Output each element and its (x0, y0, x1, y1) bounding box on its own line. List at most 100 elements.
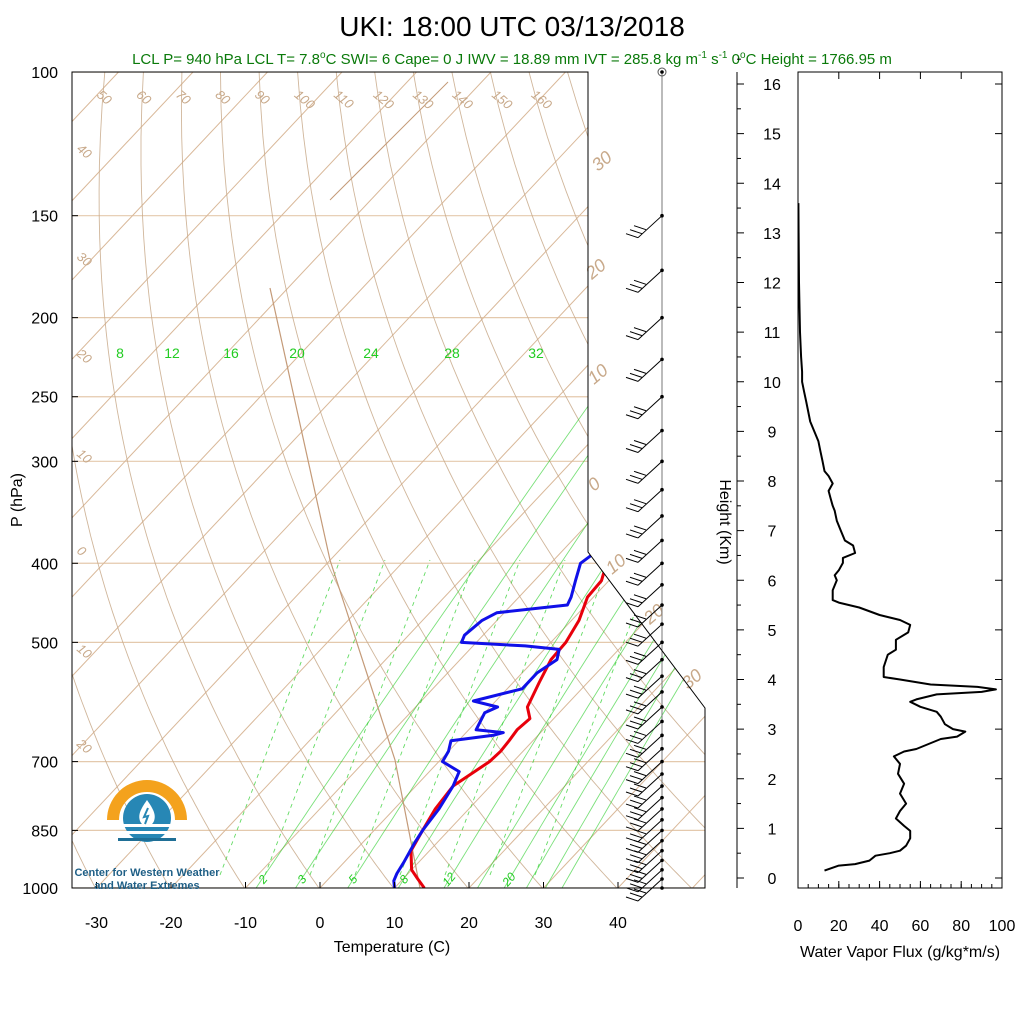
wind-barb-flag (629, 529, 643, 535)
wind-barb-flag (633, 669, 647, 675)
flux-x-tick-label: 20 (830, 918, 848, 935)
skewt-profiles (392, 214, 705, 888)
wind-barb-flag (633, 716, 647, 722)
wind-barb-shaft (637, 734, 663, 758)
wind-barb-flag (629, 811, 643, 817)
wind-barb-flag (629, 873, 643, 879)
dry-adiabat-line (567, 72, 705, 888)
wind-barb-flag (625, 376, 639, 382)
dry-adiabat-line (992, 72, 1024, 905)
mixing-ratio-label: 16 (223, 345, 239, 361)
wind-barb-flag (629, 444, 643, 449)
dry-adiabat-label: 120 (371, 87, 398, 113)
x-tick-label: 30 (535, 915, 553, 932)
wind-barb-flag (633, 279, 647, 285)
height-tick-label: 0 (768, 871, 777, 888)
wind-barb-flag (629, 720, 643, 726)
wind-barb-flag (633, 470, 647, 476)
x-tick-label: 20 (460, 915, 478, 932)
wind-barb-flag (625, 478, 639, 484)
wind-barb-flag (629, 705, 643, 711)
wind-barb-flag (625, 847, 639, 853)
logo-text-line1: Center for Western Weather (74, 867, 220, 879)
wind-barb-shaft (637, 721, 663, 744)
zero-height-prefix: 0 (732, 51, 740, 68)
parcel-line (269, 287, 421, 888)
x-axis-label: Temperature (C) (334, 939, 450, 956)
isotherm-label: 30 (588, 147, 616, 175)
mixing-ratio-line (295, 351, 661, 888)
wind-barb-shaft (637, 359, 663, 382)
dry-adiabat-line (258, 72, 634, 888)
wind-barb-flag (629, 637, 643, 643)
wind-barb-flag (629, 822, 643, 828)
swi-value: SWI= 6 (341, 51, 391, 68)
wind-barb-flag (625, 896, 639, 902)
wind-barb-flag (625, 779, 639, 785)
mixing-ratio-line (255, 351, 628, 888)
wind-barb-shaft (637, 830, 663, 853)
wind-barb-flag (633, 327, 647, 333)
dry-adiabat-label: 140 (450, 87, 477, 113)
mixing-ratio-label: 20 (289, 345, 305, 361)
wind-barb-shaft (637, 489, 663, 513)
mixing-ratio-label: 28 (444, 345, 460, 361)
isotherm-line (72, 72, 417, 888)
x-tick-label: 40 (609, 915, 627, 932)
wind-barb-flag (633, 549, 647, 555)
wind-barb-shaft (637, 659, 663, 683)
wind-barb-flag (629, 655, 643, 661)
wind-barb-flag (629, 410, 643, 416)
wind-barb-shaft (637, 797, 663, 821)
y-tick-label: 400 (31, 556, 58, 573)
height-tick-label: 11 (764, 325, 781, 342)
wind-barb-flag (629, 864, 643, 870)
dry-adiabat-label: 160 (529, 87, 556, 113)
height-tick-label: 9 (768, 424, 777, 441)
wind-barb-flag (625, 659, 639, 665)
dry-adiabat-label: 0 (74, 543, 90, 560)
dry-adiabat-line (412, 72, 705, 888)
mixing-ratio-label: 8 (116, 345, 124, 361)
dry-adiabat-label: 60 (134, 87, 155, 108)
x-tick-label: -30 (85, 915, 108, 932)
wind-barb-flag (625, 766, 639, 772)
isotherm-line (72, 72, 641, 888)
wind-barb-flag (625, 709, 639, 715)
skewt-line-labels: 50 60 70 80 90 100 110 120 130 140 150 160403020100… (73, 87, 706, 890)
height-tick-label: 4 (768, 673, 777, 690)
dry-adiabat-line (297, 72, 705, 888)
wind-barb-flag (629, 372, 643, 378)
mixing-ratio-label: 8 (396, 872, 411, 886)
isotherm-line (319, 72, 705, 888)
isotherm-line (72, 72, 343, 888)
wind-barb-flag (625, 580, 639, 586)
isotherm-line (72, 72, 268, 888)
lcl-pressure: LCL P= 940 hPa (132, 51, 243, 68)
wind-barb-flag (625, 837, 639, 843)
wind-barb-flag (625, 602, 639, 608)
y-tick-label: 100 (31, 65, 58, 82)
wind-barb-shaft (637, 706, 663, 730)
wind-barb-flag (625, 738, 639, 744)
chart-subtitle: LCL P= 940 hPa LCL T= 7.8oC SWI= 6 Cape=… (132, 50, 892, 68)
isotherm-label: 0 (584, 473, 605, 495)
wind-barb-shaft (637, 562, 663, 586)
wind-barb-flag (629, 503, 643, 509)
logo-drop-icon (139, 800, 155, 827)
dry-adiabat-line (98, 72, 332, 888)
isotherm-line (692, 72, 705, 888)
wind-barb-shaft (637, 515, 663, 539)
dry-adiabat-label: 30 (74, 249, 95, 270)
wind-barb-flag (625, 868, 639, 874)
wind-barb-flag (625, 724, 639, 730)
dry-adiabat-line (72, 72, 181, 888)
mixing-ratio-label: 12 (164, 345, 180, 361)
chart-title: UKI: 18:00 UTC 03/13/2018 (339, 11, 685, 42)
wind-barb-shaft (637, 215, 663, 239)
dry-adiabat-line (220, 72, 559, 888)
moist-adiabat-line (354, 559, 476, 876)
x-tick-label: -10 (234, 915, 257, 932)
x-tick-label: 10 (386, 915, 404, 932)
